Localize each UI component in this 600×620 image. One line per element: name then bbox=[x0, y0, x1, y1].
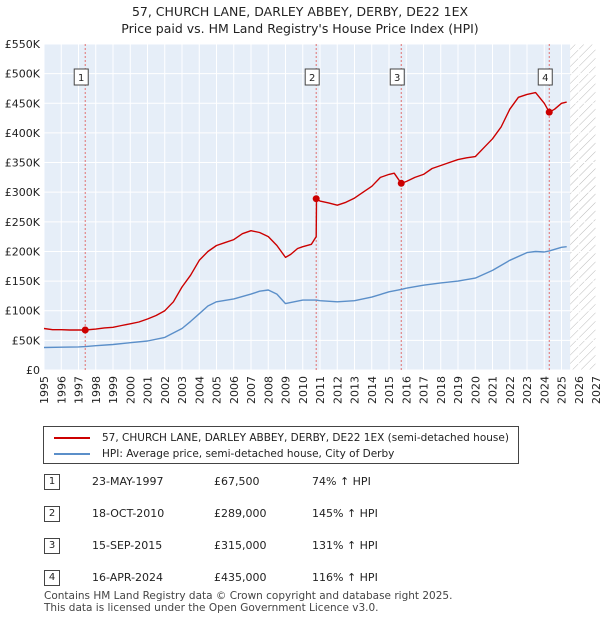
sale-hpi-change: 74% ↑ HPI bbox=[312, 475, 371, 488]
sale-row: 3 15-SEP-2015 £315,000 131% ↑ HPI bbox=[0, 538, 600, 558]
x-tick-label: 2019 bbox=[452, 376, 465, 404]
sale-price: £315,000 bbox=[214, 539, 267, 552]
y-tick-label: £400K bbox=[5, 127, 41, 140]
x-tick-label: 2021 bbox=[487, 376, 500, 404]
sale-box-label: 2 bbox=[309, 73, 315, 84]
x-tick-label: 2023 bbox=[521, 376, 534, 404]
sale-price: £289,000 bbox=[214, 507, 267, 520]
x-tick-label: 2006 bbox=[228, 376, 241, 404]
x-tick-label: 2017 bbox=[418, 376, 431, 404]
sale-number-badge: 3 bbox=[44, 538, 60, 554]
sale-point bbox=[81, 326, 89, 334]
x-tick-label: 2011 bbox=[314, 376, 327, 404]
x-tick-label: 2001 bbox=[142, 376, 155, 404]
sale-price: £67,500 bbox=[214, 475, 260, 488]
y-tick-label: £450K bbox=[5, 97, 41, 110]
legend-property-line bbox=[54, 437, 90, 439]
x-tick-label: 2009 bbox=[280, 376, 293, 404]
x-tick-label: 2014 bbox=[366, 376, 379, 404]
legend-item-hpi: HPI: Average price, semi-detached house,… bbox=[54, 447, 394, 461]
sale-point bbox=[545, 108, 553, 116]
sale-box bbox=[537, 68, 553, 86]
sale-date: 18-OCT-2010 bbox=[92, 507, 165, 520]
x-tick-label: 2000 bbox=[124, 376, 137, 404]
legend-hpi-line bbox=[54, 453, 90, 455]
x-tick-label: 2010 bbox=[297, 376, 310, 404]
x-tick-label: 2015 bbox=[383, 376, 396, 404]
sale-date: 16-APR-2024 bbox=[92, 571, 164, 584]
x-tick-label: 2003 bbox=[176, 376, 189, 404]
sale-hpi-change: 145% ↑ HPI bbox=[312, 507, 378, 520]
x-tick-label: 2008 bbox=[262, 376, 275, 404]
x-tick-label: 2005 bbox=[211, 376, 224, 404]
property-price-line bbox=[43, 91, 567, 331]
sale-number-badge: 2 bbox=[44, 506, 60, 522]
y-tick-label: £200K bbox=[5, 245, 41, 258]
y-tick-label: £100K bbox=[5, 305, 41, 318]
x-tick-label: 2026 bbox=[573, 376, 586, 404]
legend-item-property: 57, CHURCH LANE, DARLEY ABBEY, DERBY, DE… bbox=[54, 431, 509, 445]
x-tick-label: 2012 bbox=[331, 376, 344, 404]
hpi-line bbox=[43, 246, 567, 349]
x-tick-label: 1998 bbox=[90, 376, 103, 404]
sale-point bbox=[312, 195, 320, 203]
footer: Contains HM Land Registry data © Crown c… bbox=[44, 590, 452, 614]
x-tick-label: 2016 bbox=[400, 376, 413, 404]
y-tick-label: £500K bbox=[5, 68, 41, 81]
y-tick-label: £150K bbox=[5, 275, 41, 288]
sale-box bbox=[304, 68, 320, 86]
sale-number-badge: 4 bbox=[44, 570, 60, 586]
x-tick-label: 2007 bbox=[245, 376, 258, 404]
x-tick-label: 2002 bbox=[159, 376, 172, 404]
x-tick-label: 2020 bbox=[469, 376, 482, 404]
chart-svg: £0 £50K £100K £150K £200K £250K £300K £350K £400… bbox=[5, 38, 600, 404]
sale-box-label: 1 bbox=[78, 73, 84, 84]
legend: 57, CHURCH LANE, DARLEY ABBEY, DERBY, DE… bbox=[43, 426, 519, 464]
sale-row: 2 18-OCT-2010 £289,000 145% ↑ HPI bbox=[0, 506, 600, 526]
x-tick-label: 2027 bbox=[590, 376, 600, 404]
x-tick-label: 2022 bbox=[504, 376, 517, 404]
y-tick-label: £250K bbox=[5, 216, 41, 229]
price-chart: £0 £50K £100K £150K £200K £250K £300K £350K £400… bbox=[5, 38, 600, 404]
x-tick-label: 1997 bbox=[73, 376, 86, 404]
sale-hpi-change: 131% ↑ HPI bbox=[312, 539, 378, 552]
sale-box bbox=[389, 68, 405, 86]
forecast-hatch bbox=[570, 44, 596, 370]
sale-hpi-change: 116% ↑ HPI bbox=[312, 571, 378, 584]
sale-price: £435,000 bbox=[214, 571, 267, 584]
y-tick-label: £0 bbox=[26, 364, 40, 377]
x-tick-label: 1995 bbox=[38, 376, 51, 404]
sale-point bbox=[397, 179, 405, 187]
x-tick-label: 1996 bbox=[55, 376, 68, 404]
sale-box-label: 4 bbox=[542, 73, 548, 84]
sale-date: 15-SEP-2015 bbox=[92, 539, 163, 552]
y-tick-label: £300K bbox=[5, 186, 41, 199]
legend-property-label: 57, CHURCH LANE, DARLEY ABBEY, DERBY, DE… bbox=[102, 432, 509, 444]
chart-subtitle: Price paid vs. HM Land Registry's House … bbox=[121, 21, 479, 36]
sale-box-label: 3 bbox=[394, 73, 400, 84]
sale-number-badge: 1 bbox=[44, 474, 60, 490]
sale-date: 23-MAY-1997 bbox=[92, 475, 164, 488]
x-tick-label: 2024 bbox=[538, 376, 551, 404]
sale-row: 1 23-MAY-1997 £67,500 74% ↑ HPI bbox=[0, 474, 600, 494]
x-tick-label: 2018 bbox=[435, 376, 448, 404]
y-tick-label: £350K bbox=[5, 157, 41, 170]
footer-copyright: Contains HM Land Registry data © Crown c… bbox=[44, 590, 453, 602]
y-tick-label: £550K bbox=[5, 38, 41, 51]
y-tick-label: £50K bbox=[12, 334, 41, 347]
x-tick-label: 2025 bbox=[556, 376, 569, 404]
sale-box bbox=[73, 68, 89, 86]
sale-row: 4 16-APR-2024 £435,000 116% ↑ HPI bbox=[0, 570, 600, 590]
x-tick-label: 1999 bbox=[107, 376, 120, 404]
footer-licence: This data is licensed under the Open Gov… bbox=[44, 602, 379, 614]
chart-title: 57, CHURCH LANE, DARLEY ABBEY, DERBY, DE… bbox=[131, 4, 469, 19]
x-tick-label: 2004 bbox=[193, 376, 206, 404]
legend-hpi-label: HPI: Average price, semi-detached house,… bbox=[102, 448, 395, 460]
x-tick-label: 2013 bbox=[349, 376, 362, 404]
